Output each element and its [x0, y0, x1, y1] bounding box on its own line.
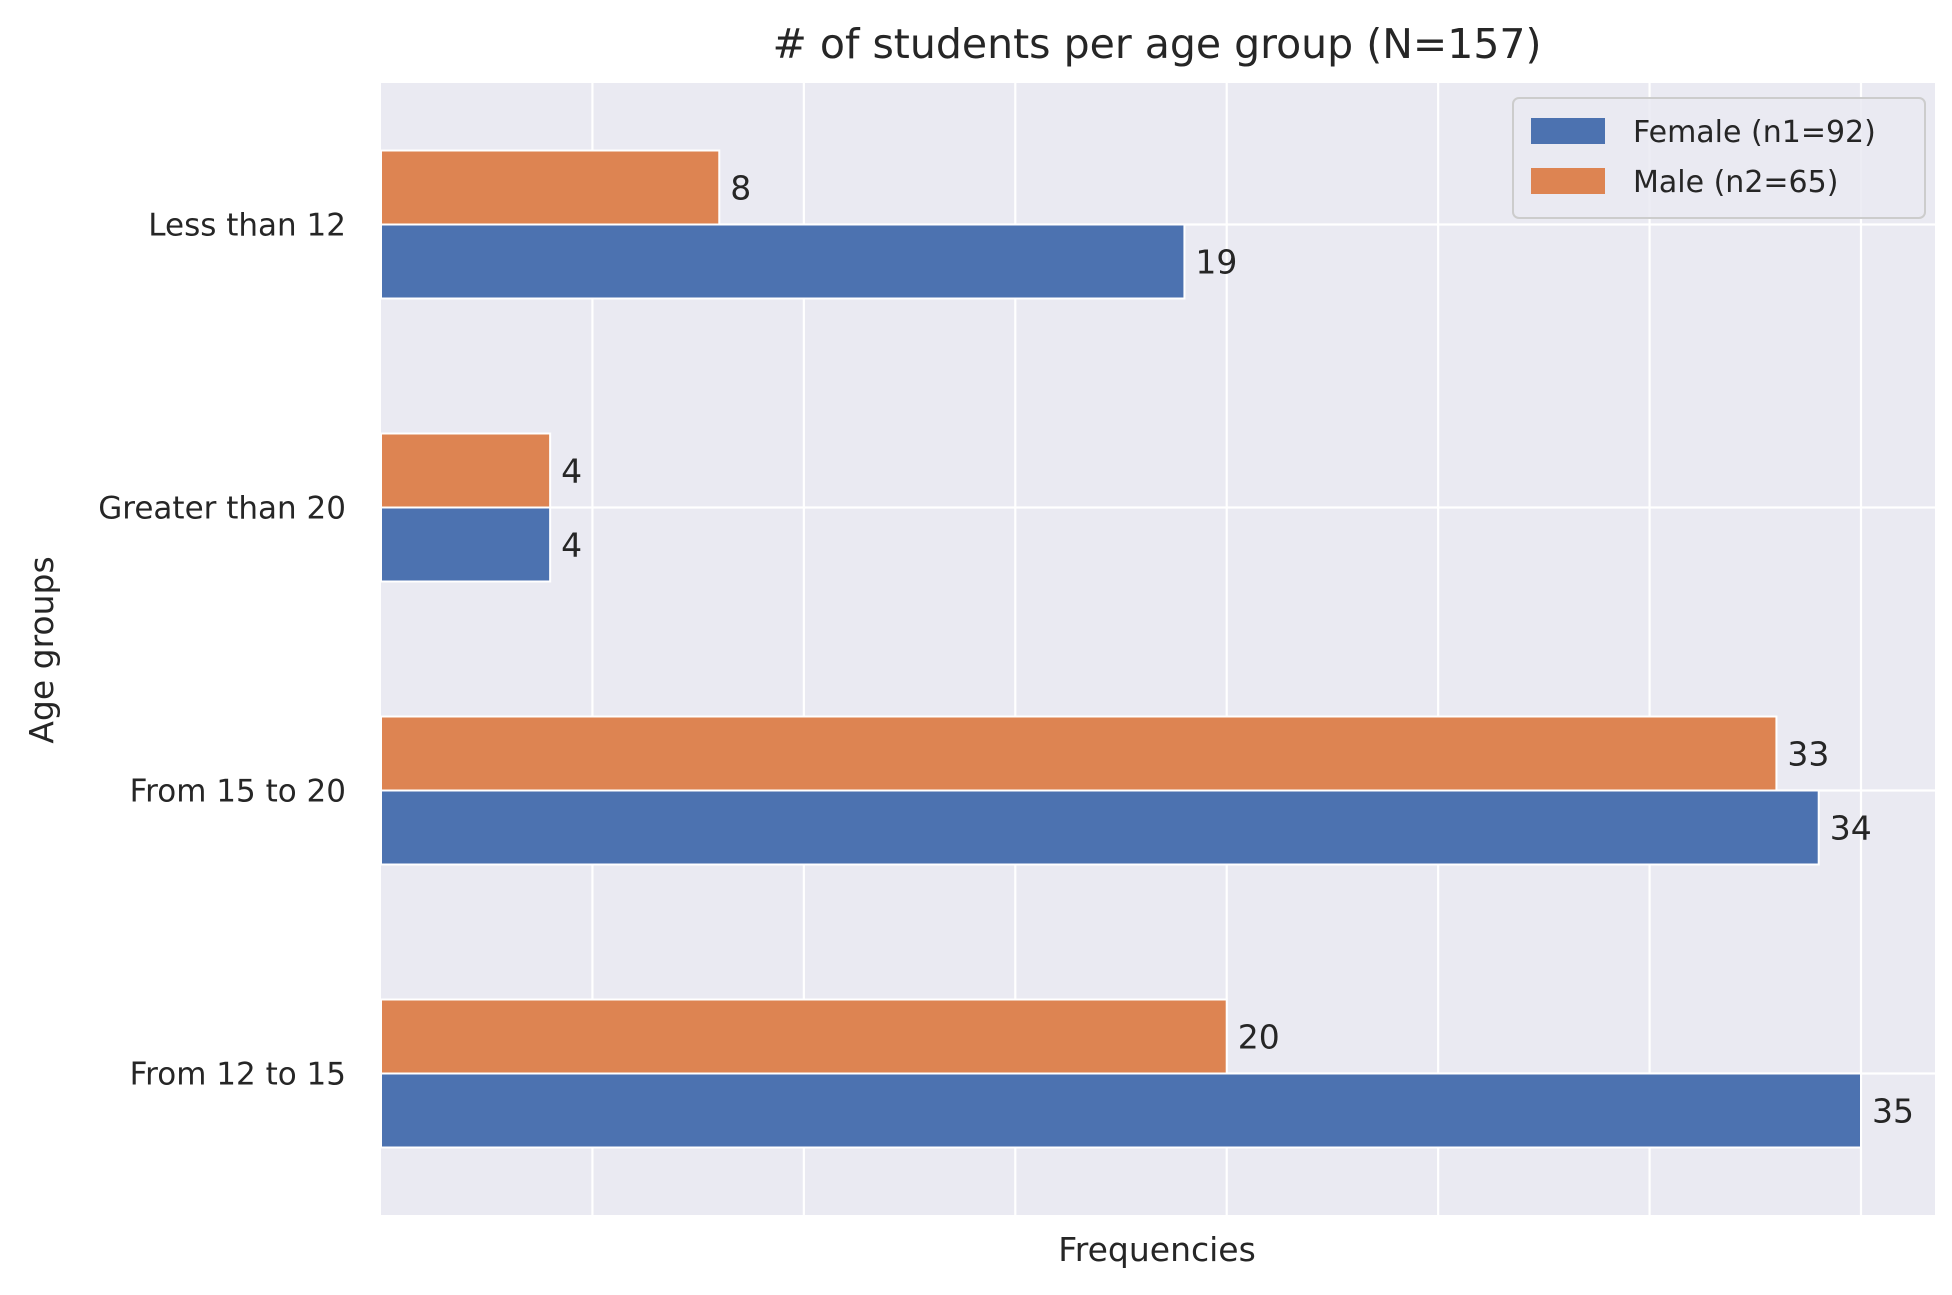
- legend-box: [1512, 97, 1926, 219]
- bar-value-label: 20: [1238, 1018, 1280, 1057]
- bar-female: [380, 223, 1186, 300]
- bar-value-label: 4: [561, 526, 582, 565]
- legend: Female (n1=92) Male (n2=65): [1512, 97, 1926, 219]
- bar-male: [380, 432, 552, 509]
- bar-male: [380, 715, 1778, 792]
- bar-value-label: 4: [561, 452, 582, 491]
- y-tick-label: Greater than 20: [98, 491, 346, 527]
- bar-value-label: 19: [1195, 243, 1237, 282]
- bar-value-label: 33: [1787, 735, 1829, 774]
- legend-swatch: [1531, 168, 1605, 194]
- bar-female: [380, 789, 1820, 866]
- y-tick-labels: Less than 12 Greater than 20 From 15 to 20…: [98, 208, 346, 1093]
- bar-value-label: 8: [730, 169, 751, 208]
- legend-label: Female (n1=92): [1633, 115, 1876, 150]
- y-tick-label: From 12 to 15: [130, 1057, 346, 1093]
- legend-label: Male (n2=65): [1633, 165, 1838, 200]
- bar-female: [380, 506, 552, 583]
- legend-swatch: [1531, 118, 1605, 144]
- bar-female: [380, 1072, 1862, 1149]
- x-axis-label: Frequencies: [1058, 1230, 1256, 1269]
- bar-male: [380, 998, 1228, 1075]
- y-tick-label: From 15 to 20: [130, 774, 346, 810]
- bar-male: [380, 149, 721, 226]
- bar-value-label: 34: [1830, 809, 1872, 848]
- bar-value-label: 35: [1872, 1092, 1914, 1131]
- bars: [380, 149, 1862, 1149]
- chart-title: # of students per age group (N=157): [773, 20, 1542, 68]
- y-tick-label: Less than 12: [148, 208, 346, 244]
- y-axis-label: Age groups: [22, 556, 61, 743]
